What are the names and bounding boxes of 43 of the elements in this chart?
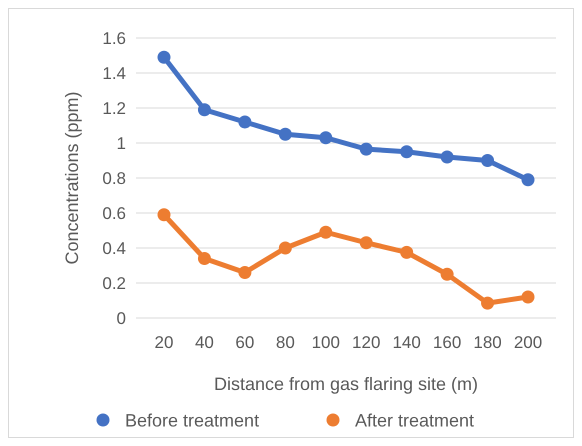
point (278, 128, 292, 141)
point (278, 242, 292, 254)
x-axis-title: Distance from gas flaring site (m) (214, 374, 478, 394)
x-tick-label: 120 (352, 333, 380, 352)
y-tick-label: 1.6 (102, 28, 126, 48)
point (319, 226, 332, 239)
point (400, 145, 414, 158)
x-tick-label: 60 (235, 333, 254, 352)
legend-label: After treatment (355, 410, 474, 430)
legend-label: Before treatment (125, 410, 260, 430)
y-tick-label: 1 (116, 134, 126, 153)
point (238, 266, 252, 279)
y-tick-label: 0.8 (102, 168, 126, 188)
point (440, 150, 454, 164)
point (522, 290, 534, 304)
y-tick-label: 0.6 (102, 204, 126, 223)
point (158, 208, 170, 222)
x-tick-label: 40 (194, 333, 214, 352)
y-tick-label: 0 (116, 308, 126, 328)
point (481, 296, 494, 310)
y-tick-label: 1.4 (102, 64, 126, 83)
y-tick-label: 0.4 (102, 238, 126, 258)
point (198, 252, 211, 265)
point (440, 268, 454, 281)
point (522, 173, 534, 186)
x-tick-label: 180 (473, 333, 502, 352)
x-tick-label: 100 (312, 333, 340, 352)
point (238, 116, 252, 128)
point (319, 131, 332, 144)
x-tick-label: 160 (432, 333, 462, 352)
point (360, 236, 373, 250)
point (400, 246, 414, 259)
point (360, 142, 373, 156)
x-tick-label: 200 (514, 333, 542, 352)
x-tick-label: 20 (154, 333, 174, 352)
point (158, 50, 170, 64)
point (481, 154, 494, 167)
x-tick-label: 140 (392, 333, 421, 352)
y-tick-label: 1.2 (102, 98, 126, 118)
x-tick-label: 80 (276, 333, 295, 352)
point (198, 103, 211, 116)
y-axis-title: Concentrations (ppm) (62, 91, 82, 265)
y-tick-label: 0.2 (102, 274, 126, 293)
